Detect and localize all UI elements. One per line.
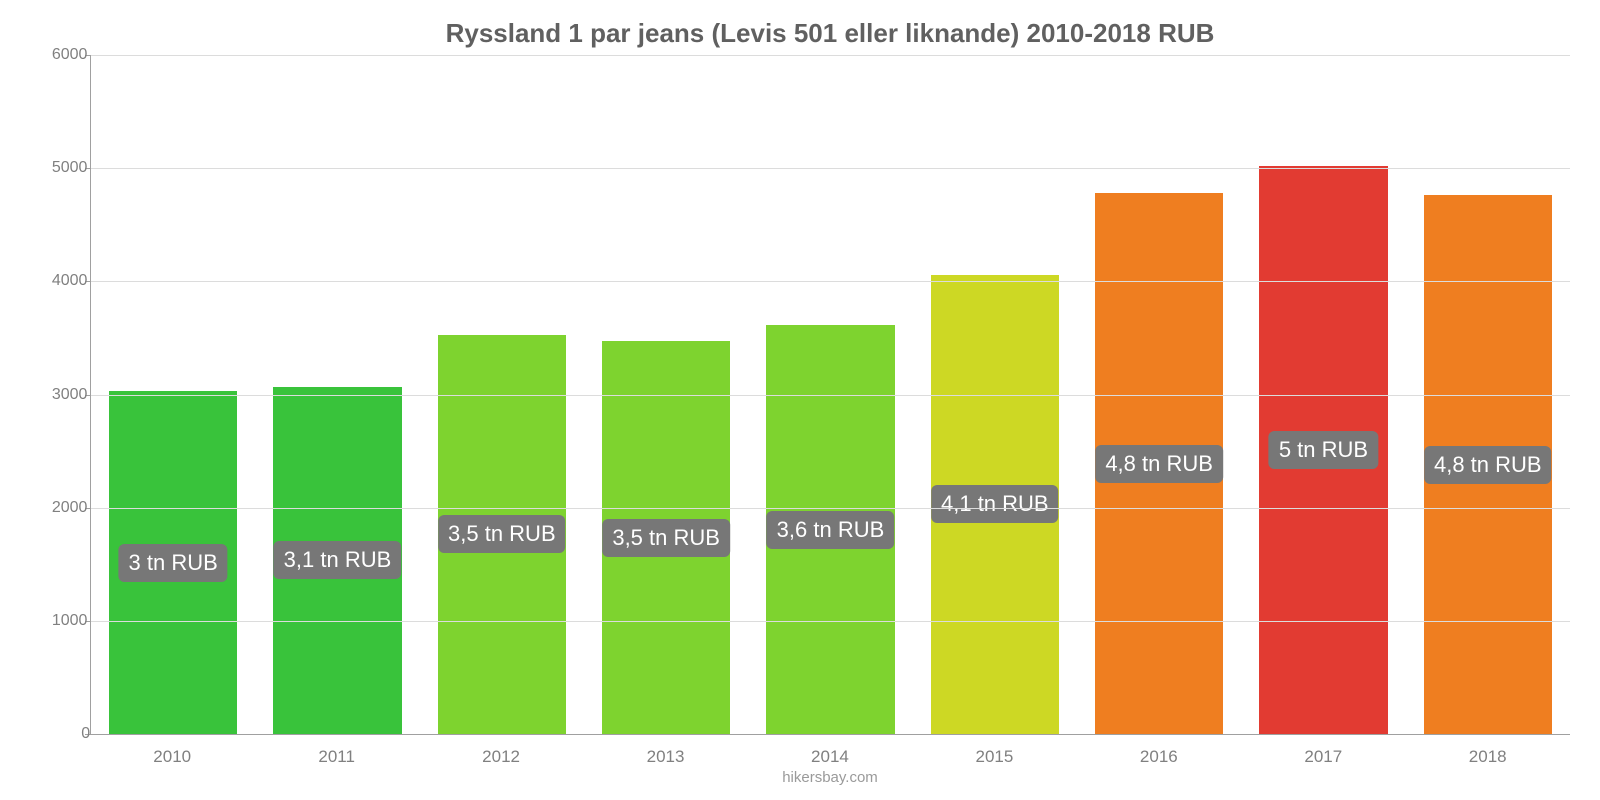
chart-container: Ryssland 1 par jeans (Levis 501 eller li… <box>0 0 1600 800</box>
bar: 3,5 tn RUB <box>602 341 730 734</box>
x-axis-label: 2016 <box>1077 747 1241 767</box>
plot-area: 3 tn RUB 3,1 tn RUB 3,5 tn RUB 3,5 tn RUB 3,… <box>90 55 1570 735</box>
bar: 3,1 tn RUB <box>273 387 401 734</box>
grid-line <box>91 621 1570 622</box>
bar: 3,6 tn RUB <box>766 325 894 734</box>
grid-line <box>91 395 1570 396</box>
bar: 4,1 tn RUB <box>931 275 1059 734</box>
bar: 5 tn RUB <box>1259 166 1387 734</box>
bar: 3 tn RUB <box>109 391 237 734</box>
x-axis-label: 2017 <box>1241 747 1405 767</box>
x-axis-labels: 201020112012201320142015201620172018 <box>90 747 1570 767</box>
y-axis-label: 5000 <box>52 159 88 177</box>
grid-line <box>91 508 1570 509</box>
value-label: 5 tn RUB <box>1269 431 1378 469</box>
y-axis-label: 3000 <box>52 386 88 404</box>
value-label: 3,5 tn RUB <box>602 519 730 557</box>
y-axis-label: 4000 <box>52 272 88 290</box>
bar: 4,8 tn RUB <box>1424 195 1552 734</box>
value-label: 4,8 tn RUB <box>1095 445 1223 483</box>
value-label: 3 tn RUB <box>119 544 228 582</box>
value-label: 3,6 tn RUB <box>767 511 895 549</box>
x-axis-label: 2011 <box>254 747 418 767</box>
x-axis-label: 2013 <box>583 747 747 767</box>
grid-line <box>91 55 1570 56</box>
y-axis-label: 2000 <box>52 499 88 517</box>
x-axis-label: 2018 <box>1406 747 1570 767</box>
chart-title: Ryssland 1 par jeans (Levis 501 eller li… <box>90 18 1570 49</box>
grid-line <box>91 168 1570 169</box>
x-axis-label: 2015 <box>912 747 1076 767</box>
bar: 4,8 tn RUB <box>1095 193 1223 734</box>
y-axis-label: 1000 <box>52 612 88 630</box>
x-axis-label: 2010 <box>90 747 254 767</box>
source-label: hikersbay.com <box>90 769 1570 786</box>
value-label: 4,8 tn RUB <box>1424 446 1552 484</box>
x-axis-label: 2014 <box>748 747 912 767</box>
grid-line <box>91 281 1570 282</box>
value-label: 3,5 tn RUB <box>438 515 566 553</box>
value-label: 4,1 tn RUB <box>931 485 1059 523</box>
y-axis-label: 6000 <box>52 46 88 64</box>
y-axis-label: 0 <box>81 725 90 743</box>
x-axis-label: 2012 <box>419 747 583 767</box>
value-label: 3,1 tn RUB <box>274 541 402 579</box>
